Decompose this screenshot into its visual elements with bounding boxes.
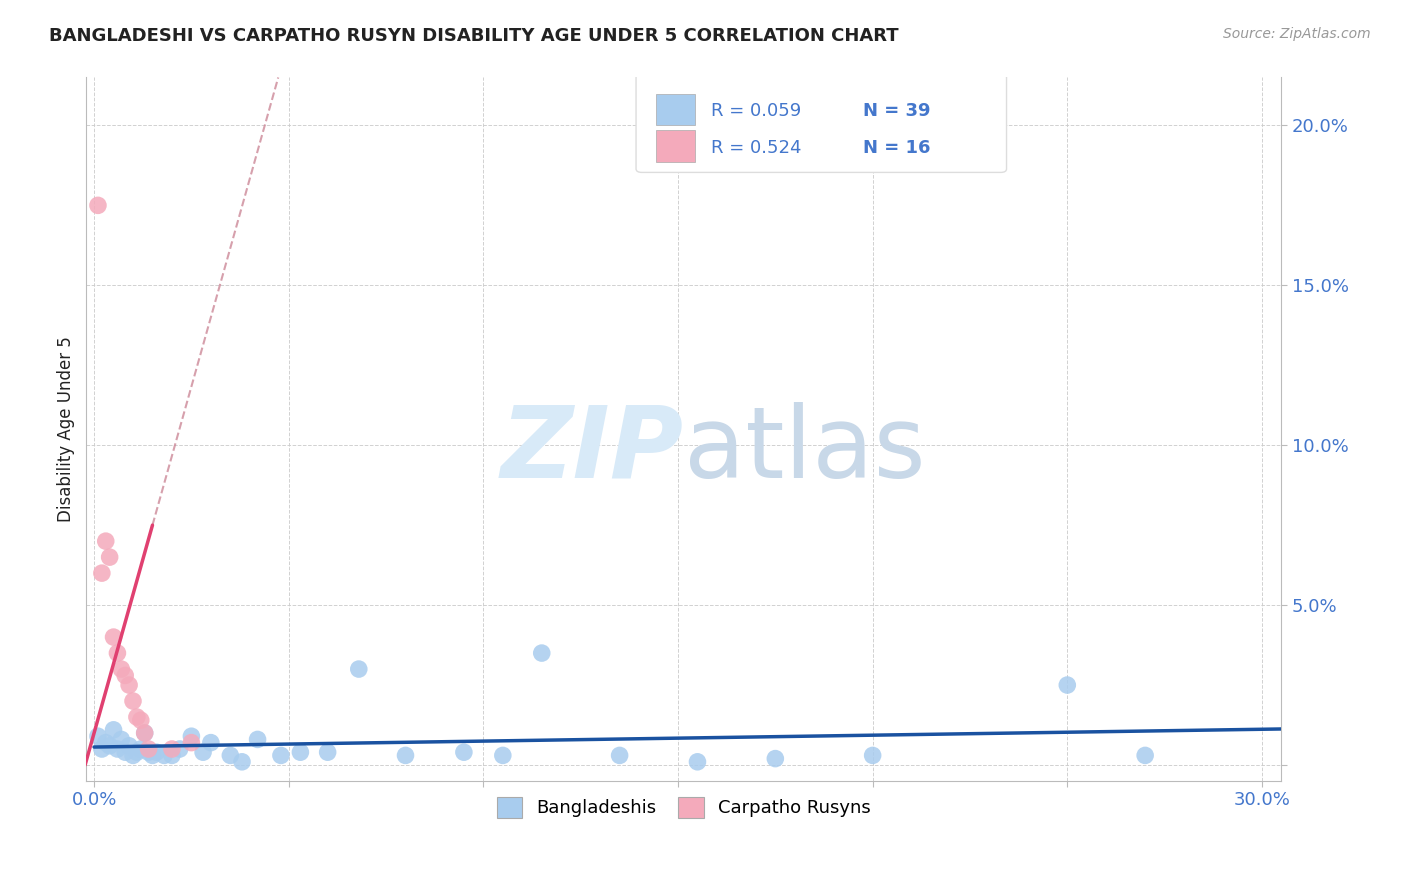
Point — [763, 751, 786, 765]
Point — [118, 739, 141, 753]
Text: Source: ZipAtlas.com: Source: ZipAtlas.com — [1223, 27, 1371, 41]
Point — [316, 745, 339, 759]
Point — [492, 748, 515, 763]
Point — [94, 736, 117, 750]
Text: N = 16: N = 16 — [863, 139, 931, 157]
Point — [270, 748, 292, 763]
Point — [98, 550, 121, 565]
Point — [862, 748, 884, 763]
Point — [347, 662, 370, 676]
Point — [98, 739, 121, 753]
Point — [180, 736, 202, 750]
Point — [1056, 678, 1078, 692]
Point — [138, 745, 160, 759]
Text: atlas: atlas — [683, 401, 925, 499]
Point — [118, 678, 141, 692]
Text: N = 39: N = 39 — [863, 103, 931, 120]
Text: ZIP: ZIP — [501, 401, 683, 499]
Point — [138, 742, 160, 756]
Point — [107, 646, 129, 660]
Point — [107, 742, 129, 756]
Point — [122, 748, 145, 763]
Point — [686, 755, 709, 769]
Point — [94, 534, 117, 549]
Text: R = 0.059: R = 0.059 — [711, 103, 801, 120]
Bar — [657, 130, 695, 161]
Point — [394, 748, 416, 763]
Point — [200, 736, 222, 750]
Point — [129, 742, 152, 756]
Point — [122, 694, 145, 708]
Point — [134, 726, 156, 740]
Point — [453, 745, 475, 759]
Point — [90, 566, 112, 581]
Point — [134, 726, 156, 740]
Point — [530, 646, 553, 660]
Point — [125, 745, 148, 759]
Point — [153, 748, 176, 763]
Point — [114, 745, 136, 759]
Point — [246, 732, 269, 747]
FancyBboxPatch shape — [636, 74, 1007, 172]
Point — [103, 630, 125, 644]
Point — [141, 748, 163, 763]
Point — [169, 742, 191, 756]
Text: BANGLADESHI VS CARPATHO RUSYN DISABILITY AGE UNDER 5 CORRELATION CHART: BANGLADESHI VS CARPATHO RUSYN DISABILITY… — [49, 27, 898, 45]
Point — [114, 668, 136, 682]
Point — [125, 710, 148, 724]
Point — [219, 748, 242, 763]
Point — [145, 745, 167, 759]
Point — [160, 742, 183, 756]
Point — [129, 713, 152, 727]
Y-axis label: Disability Age Under 5: Disability Age Under 5 — [58, 336, 75, 522]
Point — [160, 748, 183, 763]
Point — [1133, 748, 1156, 763]
Point — [180, 729, 202, 743]
Text: R = 0.524: R = 0.524 — [711, 139, 801, 157]
Legend: Bangladeshis, Carpatho Rusyns: Bangladeshis, Carpatho Rusyns — [489, 789, 879, 825]
Point — [110, 732, 132, 747]
Point — [609, 748, 631, 763]
Point — [191, 745, 214, 759]
Point — [87, 198, 110, 212]
Bar — [657, 94, 695, 125]
Point — [110, 662, 132, 676]
Point — [90, 742, 112, 756]
Point — [103, 723, 125, 737]
Point — [87, 729, 110, 743]
Point — [290, 745, 312, 759]
Point — [231, 755, 253, 769]
